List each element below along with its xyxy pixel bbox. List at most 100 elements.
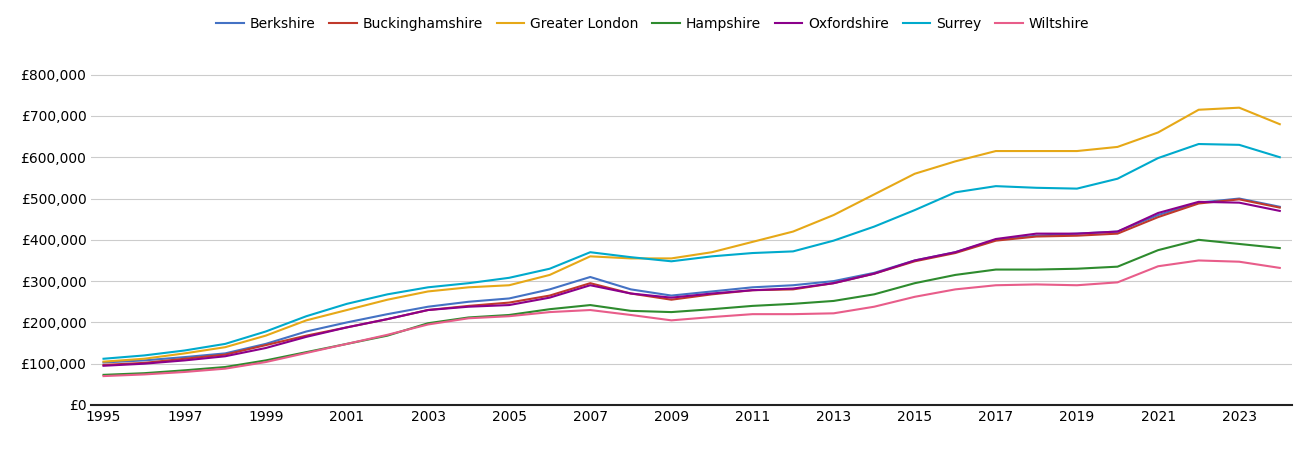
Legend: Berkshire, Buckinghamshire, Greater London, Hampshire, Oxfordshire, Surrey, Wilt: Berkshire, Buckinghamshire, Greater Lond…: [210, 11, 1095, 36]
Surrey: [380, 292, 395, 297]
Surrey: [1232, 142, 1248, 148]
Greater London: [1109, 144, 1125, 149]
Greater London: [501, 283, 517, 288]
Berkshire: [745, 284, 761, 290]
Greater London: [258, 333, 274, 338]
Greater London: [582, 254, 598, 259]
Wiltshire: [380, 332, 395, 338]
Berkshire: [705, 289, 720, 294]
Buckinghamshire: [95, 362, 111, 368]
Oxfordshire: [1232, 200, 1248, 205]
Buckinghamshire: [622, 291, 638, 296]
Buckinghamshire: [461, 303, 476, 309]
Oxfordshire: [582, 283, 598, 288]
Greater London: [176, 351, 192, 356]
Buckinghamshire: [1150, 214, 1165, 220]
Greater London: [380, 297, 395, 302]
Oxfordshire: [339, 324, 355, 330]
Buckinghamshire: [136, 360, 151, 365]
Oxfordshire: [1028, 231, 1044, 236]
Surrey: [1109, 176, 1125, 181]
Wiltshire: [542, 310, 557, 315]
Oxfordshire: [95, 363, 111, 369]
Berkshire: [258, 341, 274, 346]
Hampshire: [218, 364, 234, 370]
Surrey: [299, 314, 315, 319]
Buckinghamshire: [1191, 201, 1207, 206]
Berkshire: [786, 283, 801, 288]
Berkshire: [622, 287, 638, 292]
Buckinghamshire: [947, 250, 963, 256]
Hampshire: [461, 315, 476, 320]
Greater London: [136, 356, 151, 361]
Berkshire: [988, 237, 1004, 243]
Berkshire: [1109, 229, 1125, 234]
Berkshire: [542, 287, 557, 292]
Buckinghamshire: [867, 271, 882, 276]
Oxfordshire: [542, 295, 557, 300]
Berkshire: [1028, 233, 1044, 238]
Hampshire: [826, 298, 842, 304]
Greater London: [339, 307, 355, 313]
Berkshire: [461, 299, 476, 305]
Wiltshire: [461, 315, 476, 321]
Wiltshire: [1069, 283, 1084, 288]
Greater London: [622, 256, 638, 261]
Wiltshire: [745, 311, 761, 317]
Surrey: [826, 238, 842, 243]
Buckinghamshire: [258, 342, 274, 348]
Surrey: [1028, 185, 1044, 190]
Surrey: [1069, 186, 1084, 191]
Wiltshire: [1191, 258, 1207, 263]
Hampshire: [136, 370, 151, 376]
Greater London: [218, 345, 234, 350]
Hampshire: [705, 306, 720, 312]
Buckinghamshire: [299, 333, 315, 338]
Berkshire: [299, 329, 315, 334]
Oxfordshire: [867, 271, 882, 276]
Oxfordshire: [1191, 199, 1207, 205]
Greater London: [947, 159, 963, 164]
Surrey: [218, 341, 234, 346]
Greater London: [663, 256, 679, 261]
Greater London: [705, 249, 720, 255]
Greater London: [1232, 105, 1248, 110]
Line: Buckinghamshire: Buckinghamshire: [103, 199, 1280, 365]
Buckinghamshire: [542, 293, 557, 298]
Wiltshire: [1028, 282, 1044, 287]
Greater London: [1069, 148, 1084, 154]
Oxfordshire: [705, 291, 720, 296]
Surrey: [1150, 155, 1165, 161]
Oxfordshire: [745, 288, 761, 293]
Hampshire: [867, 292, 882, 297]
Oxfordshire: [786, 286, 801, 291]
Berkshire: [582, 274, 598, 280]
Hampshire: [339, 341, 355, 346]
Berkshire: [420, 304, 436, 310]
Greater London: [1272, 122, 1288, 127]
Wiltshire: [339, 341, 355, 346]
Oxfordshire: [988, 236, 1004, 242]
Wiltshire: [1232, 259, 1248, 265]
Hampshire: [1069, 266, 1084, 271]
Buckinghamshire: [705, 292, 720, 297]
Wiltshire: [867, 304, 882, 310]
Wiltshire: [258, 360, 274, 365]
Surrey: [1191, 141, 1207, 147]
Hampshire: [95, 372, 111, 378]
Greater London: [826, 212, 842, 218]
Surrey: [705, 254, 720, 259]
Surrey: [501, 275, 517, 280]
Oxfordshire: [947, 249, 963, 255]
Greater London: [1191, 107, 1207, 112]
Wiltshire: [218, 366, 234, 371]
Buckinghamshire: [663, 297, 679, 302]
Buckinghamshire: [1232, 197, 1248, 202]
Surrey: [582, 249, 598, 255]
Hampshire: [1232, 241, 1248, 247]
Wiltshire: [786, 311, 801, 317]
Surrey: [988, 184, 1004, 189]
Berkshire: [1191, 200, 1207, 205]
Wiltshire: [907, 294, 923, 300]
Hampshire: [1150, 248, 1165, 253]
